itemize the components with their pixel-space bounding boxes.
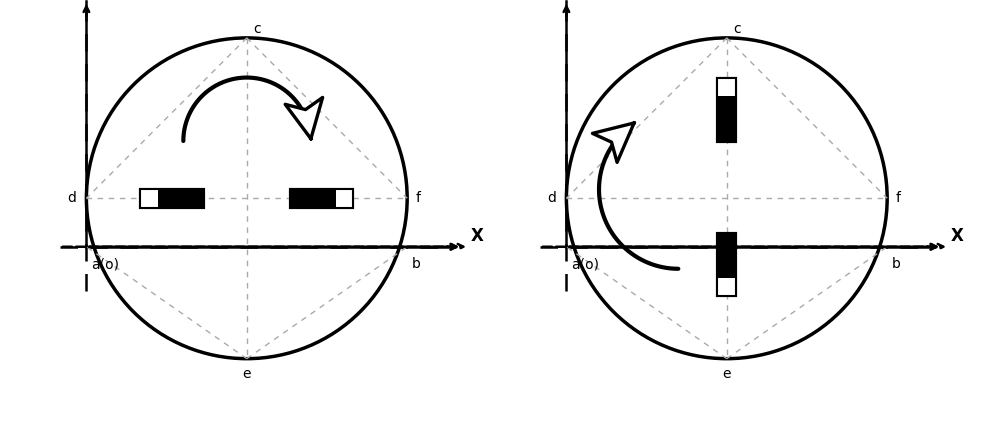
Bar xyxy=(336,189,353,208)
Text: c: c xyxy=(253,22,261,36)
Text: f: f xyxy=(896,191,901,205)
Text: b: b xyxy=(412,257,420,271)
Bar xyxy=(290,189,353,208)
Bar xyxy=(140,189,158,208)
Text: a(o): a(o) xyxy=(571,257,599,271)
Polygon shape xyxy=(285,97,323,139)
Bar xyxy=(290,189,353,208)
Text: c: c xyxy=(733,22,741,36)
Text: d: d xyxy=(67,191,76,205)
Bar xyxy=(140,189,204,208)
Text: e: e xyxy=(243,368,251,382)
Text: Y: Y xyxy=(566,0,579,3)
Text: b: b xyxy=(892,257,900,271)
Text: e: e xyxy=(723,368,731,382)
Text: X: X xyxy=(951,227,963,245)
Bar xyxy=(140,189,204,208)
Text: f: f xyxy=(416,191,421,205)
Polygon shape xyxy=(592,123,634,162)
Bar xyxy=(717,78,736,96)
Text: X: X xyxy=(471,227,483,245)
Bar xyxy=(717,278,736,296)
Bar xyxy=(717,233,736,296)
Bar xyxy=(717,233,736,296)
Text: a(o): a(o) xyxy=(91,257,119,271)
Bar xyxy=(717,78,736,142)
Bar xyxy=(717,78,736,142)
Text: Y: Y xyxy=(86,0,99,3)
Text: d: d xyxy=(547,191,556,205)
